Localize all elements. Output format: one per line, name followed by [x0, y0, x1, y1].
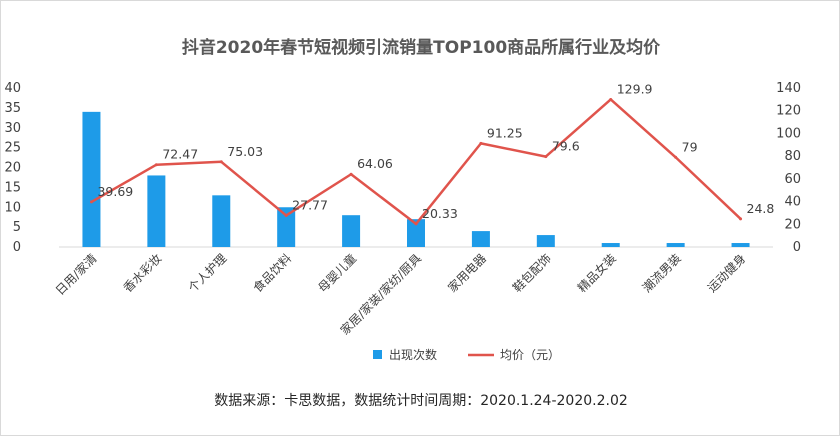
category-label: 运动健身: [704, 251, 749, 296]
legend: 出现次数 均价（元）: [373, 347, 560, 362]
bar: [212, 195, 231, 247]
category-label: 香水彩妆: [121, 251, 165, 295]
left-tick-label: 10: [4, 200, 21, 215]
line-point: [154, 163, 158, 167]
right-tick-label: 0: [793, 240, 801, 255]
right-tick-label: 20: [784, 217, 801, 232]
line-data-label: 91.25: [487, 125, 523, 140]
bar: [342, 215, 361, 247]
line-data-label: 79: [682, 139, 698, 154]
bar-series: [82, 111, 750, 247]
bar: [82, 111, 101, 247]
line-series: [89, 97, 743, 226]
line-data-label: 72.47: [162, 147, 198, 162]
left-tick-label: 0: [13, 240, 21, 255]
line-data-labels: 39.69 72.47 75.03 27.77 64.06 20.33 91.25 79.6 1…: [97, 81, 774, 220]
left-tick-label: 5: [13, 220, 21, 235]
line-point: [219, 160, 223, 164]
line-point: [739, 217, 743, 221]
category-label: 潮流男装: [639, 251, 684, 296]
legend-bar-label: 出现次数: [389, 347, 437, 362]
line-data-label: 129.9: [617, 81, 653, 96]
bar: [147, 175, 166, 247]
line-data-label: 20.33: [422, 206, 458, 221]
left-tick-label: 15: [4, 180, 21, 195]
bar: [471, 231, 490, 247]
bar: [601, 243, 620, 247]
chart-title: 抖音2020年春节短视频引流销量TOP100商品所属行业及均价: [182, 37, 661, 58]
line-data-label: 27.77: [292, 197, 328, 212]
left-tick-label: 20: [4, 161, 21, 176]
line-point: [414, 222, 418, 226]
line-point: [284, 213, 288, 217]
left-tick-label: 40: [4, 81, 21, 96]
bar: [407, 219, 425, 247]
right-tick-label: 120: [776, 104, 801, 119]
right-tick-label: 140: [776, 81, 801, 96]
left-tick-label: 30: [4, 121, 21, 136]
line-point: [89, 200, 93, 204]
line-point: [544, 155, 548, 159]
category-label: 精品女装: [574, 251, 619, 296]
right-tick-label: 100: [776, 126, 801, 141]
legend-line-label: 均价（元）: [500, 348, 560, 362]
category-label: 鞋包配饰: [509, 251, 554, 296]
right-tick-label: 40: [784, 195, 801, 210]
line-data-label: 79.6: [552, 139, 580, 154]
left-tick-label: 35: [4, 101, 21, 116]
line-data-label: 75.03: [227, 144, 263, 159]
category-label: 个人护理: [186, 251, 230, 295]
line-data-label: 64.06: [357, 156, 393, 171]
line-point: [674, 155, 678, 159]
data-source-note: 数据来源：卡思数据，数据统计时间周期：2020.1.24-2020.2.02: [214, 393, 628, 409]
right-tick-label: 80: [784, 149, 801, 164]
left-axis: 0 5 10 15 20 25 30 35 40: [4, 81, 21, 255]
line-data-label: 24.8: [747, 201, 775, 216]
bar: [277, 207, 296, 247]
line-point: [349, 172, 353, 176]
line-data-label: 39.69: [97, 184, 133, 199]
bar: [536, 235, 555, 247]
bar: [731, 243, 750, 247]
bar: [666, 243, 685, 247]
legend-bar-swatch: [373, 350, 382, 359]
category-label: 食品饮料: [250, 251, 295, 296]
left-tick-label: 25: [4, 141, 21, 156]
category-label: 母婴儿童: [315, 251, 360, 296]
right-tick-label: 60: [784, 172, 801, 187]
line-point: [479, 141, 483, 145]
right-axis: 0 20 40 60 80 100 120 140: [776, 81, 801, 255]
line-point: [609, 97, 613, 101]
category-label: 家用电器: [444, 251, 489, 296]
category-label: 日用/家清: [52, 251, 99, 298]
